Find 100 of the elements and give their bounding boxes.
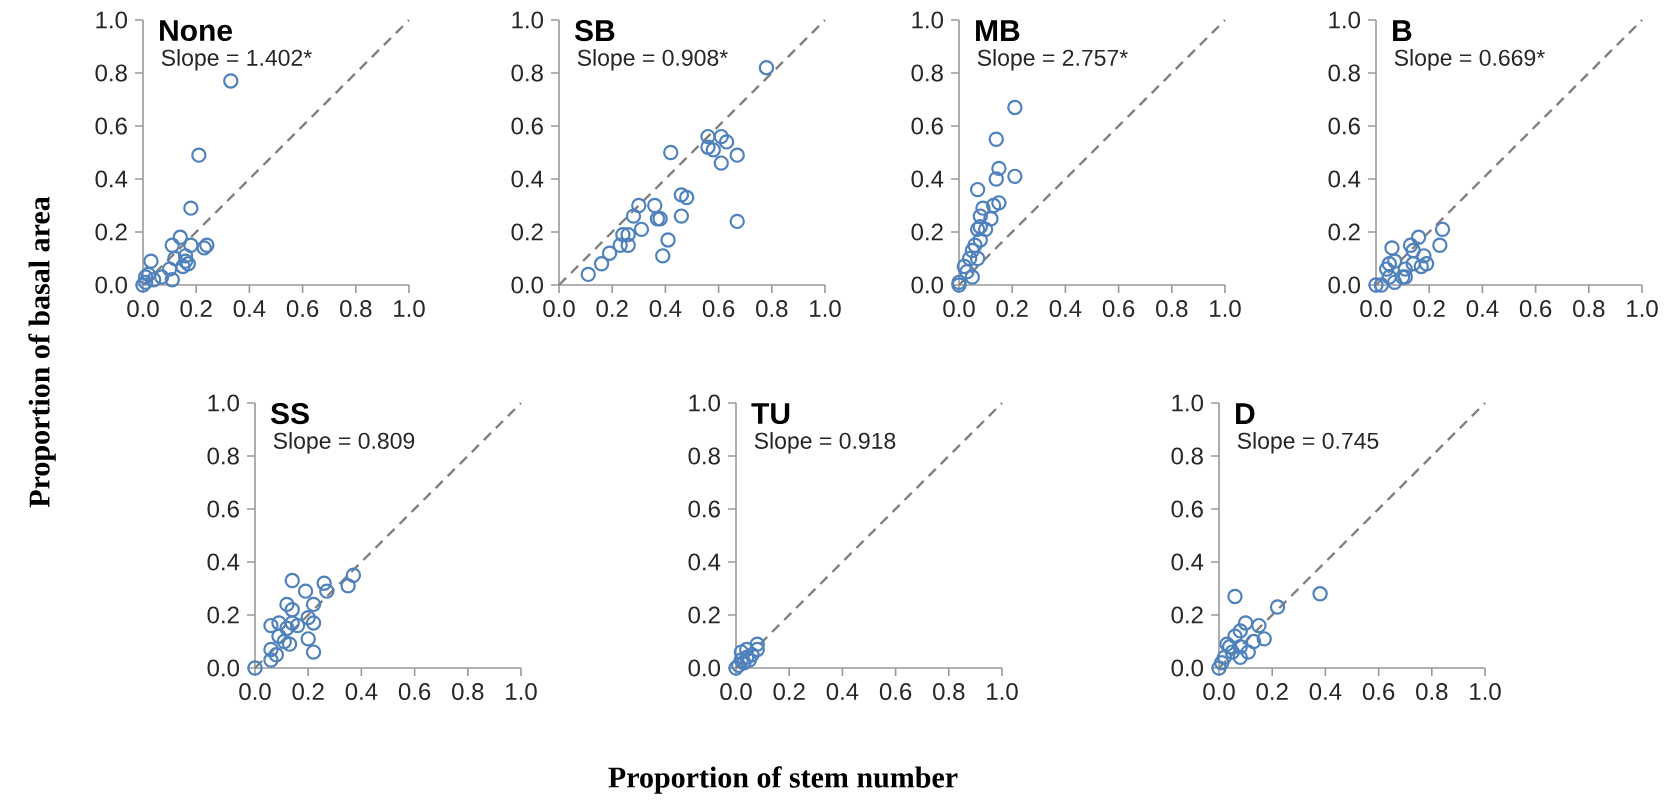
y-tick-label: 0.0 (1171, 659, 1204, 677)
x-tick-label: 0.0 (127, 300, 159, 318)
y-tick-label: 0.0 (1328, 276, 1361, 294)
x-tick-label: 0.8 (1156, 300, 1188, 318)
point (305, 644, 322, 660)
y-tick-label: 0.4 (1328, 170, 1361, 188)
annotation: Slope = 2.757* (977, 49, 1128, 71)
y-tick-label: 0.8 (1328, 64, 1360, 82)
point (633, 221, 650, 238)
x-tick-label: 0.4 (345, 683, 378, 701)
y-tick-label: 0.6 (1171, 500, 1203, 518)
chart-title: SB (574, 19, 615, 42)
x-tick-label: 0.4 (1049, 300, 1082, 318)
point (279, 596, 295, 613)
point (1213, 655, 1230, 671)
point (988, 171, 1004, 187)
x-tick-label: 0.2 (1413, 300, 1445, 318)
point (612, 237, 628, 253)
x-tick-label: 0.6 (702, 300, 735, 318)
y-tick-label: 1.0 (689, 394, 721, 412)
point (972, 232, 988, 248)
y-tick-label: 1.0 (208, 394, 240, 412)
x-tick-label: 0.2 (292, 683, 324, 701)
point (1413, 258, 1429, 275)
x-tick-label: 0.6 (1102, 300, 1135, 318)
point (601, 245, 618, 261)
y-tick-label: 0.0 (511, 276, 544, 294)
point (289, 617, 306, 634)
point (985, 197, 1002, 214)
x-tick-label: 0.8 (933, 683, 965, 701)
x-tick-label: 0.2 (596, 300, 628, 318)
point (1405, 256, 1421, 272)
point (713, 128, 729, 145)
x-tick-label: 0.0 (543, 300, 575, 318)
y-tick-label: 0.4 (207, 553, 240, 571)
y-tick-label: 0.6 (95, 117, 127, 135)
point (268, 647, 284, 663)
y-tick-label: 0.4 (511, 170, 544, 188)
y-tick-label: 0.6 (207, 500, 239, 518)
y-tick-label: 0.4 (1171, 553, 1204, 571)
x-tick-label: 0.4 (1309, 683, 1342, 701)
x-tick-label: 0.6 (1362, 683, 1395, 701)
x-tick-label: 1.0 (810, 300, 841, 318)
point (300, 609, 316, 626)
x-tick-label: 0.0 (1203, 683, 1235, 701)
point (1381, 256, 1398, 272)
x-tick-label: 1.0 (1470, 683, 1501, 701)
point (1386, 253, 1403, 269)
point (1378, 261, 1395, 277)
point (284, 615, 300, 631)
point (1237, 615, 1254, 631)
point (956, 258, 973, 275)
chart-title: MB (976, 20, 1020, 41)
point (145, 272, 162, 288)
chart-title: SS (270, 402, 309, 425)
point (1405, 242, 1421, 259)
x-tick-label: 0.8 (1416, 683, 1448, 701)
point (749, 636, 765, 652)
point (967, 237, 983, 253)
x-tick-label: 0.4 (1466, 300, 1499, 318)
point (713, 155, 729, 171)
x-tick-label: 0.8 (340, 300, 372, 318)
point (631, 197, 647, 214)
y-tick-label: 0.8 (95, 64, 127, 82)
point (177, 248, 194, 264)
y-tick-label: 1.0 (912, 11, 944, 29)
point (1312, 586, 1328, 602)
point (729, 213, 745, 230)
point (961, 250, 978, 267)
point (1227, 588, 1243, 605)
point (1381, 269, 1398, 285)
x-tick-label: 0.2 (773, 683, 805, 701)
point (305, 615, 322, 631)
x-tick-label: 0.4 (233, 300, 266, 318)
point (316, 575, 332, 591)
x-tick-label: 1.0 (1210, 300, 1241, 318)
point (969, 181, 986, 198)
point (964, 242, 981, 259)
y-tick-label: 0.8 (511, 64, 543, 82)
point (164, 237, 180, 253)
point (271, 615, 287, 631)
y-tick-label: 0.2 (95, 223, 127, 241)
point (655, 248, 671, 264)
point (276, 633, 292, 650)
point (975, 200, 991, 216)
point (718, 134, 735, 150)
x-tick-label: 0.0 (239, 683, 271, 701)
point (1397, 261, 1413, 277)
y-tick-label: 0.8 (911, 64, 943, 82)
y-tick-label: 0.8 (207, 447, 239, 465)
y-tick-label: 0.0 (207, 659, 240, 677)
point (319, 583, 335, 599)
point (1410, 229, 1427, 245)
point (615, 226, 631, 243)
annotation: Slope = 0.669* (1394, 49, 1545, 71)
x-tick-label: 0.6 (398, 683, 431, 701)
point (1373, 277, 1390, 293)
point (673, 187, 690, 203)
y-tick-label: 0.8 (1171, 447, 1203, 465)
x-tick-label: 0.2 (1256, 683, 1288, 701)
